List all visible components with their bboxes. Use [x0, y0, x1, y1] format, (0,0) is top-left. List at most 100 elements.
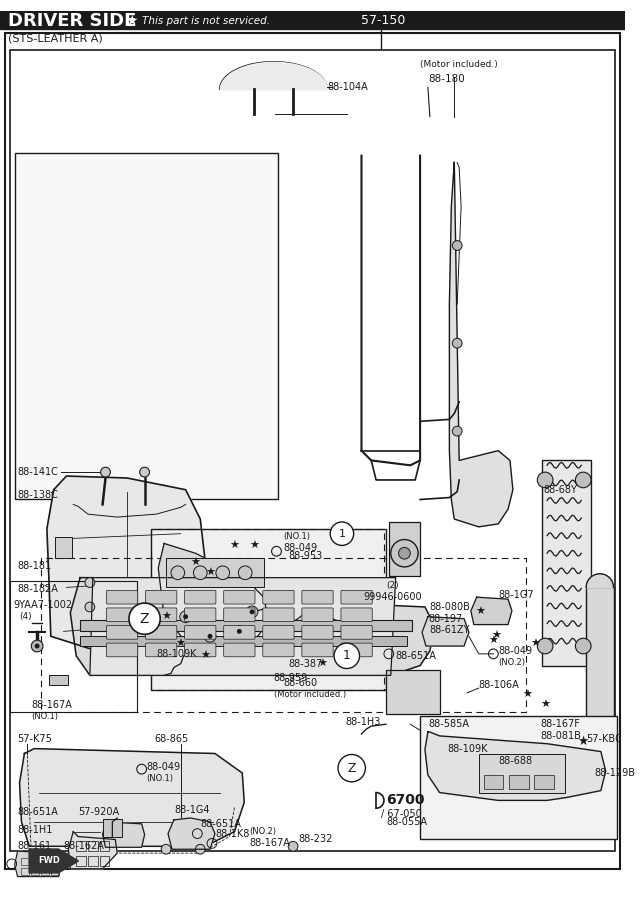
Polygon shape — [449, 163, 513, 526]
Text: 88-953: 88-953 — [288, 551, 323, 562]
Text: 88-1K8: 88-1K8 — [215, 829, 250, 839]
Text: (Motor included.): (Motor included.) — [420, 60, 498, 69]
Bar — [479, 753, 564, 793]
Bar — [509, 775, 529, 788]
Text: ★: ★ — [317, 659, 328, 669]
Circle shape — [334, 644, 360, 669]
Text: ★: ★ — [492, 631, 501, 642]
Text: 88-141C: 88-141C — [17, 467, 58, 477]
Circle shape — [31, 640, 43, 652]
Circle shape — [85, 602, 95, 612]
Bar — [484, 775, 503, 788]
Text: (NO.2): (NO.2) — [249, 827, 276, 836]
FancyBboxPatch shape — [341, 590, 372, 604]
Circle shape — [399, 547, 410, 559]
Text: ★: ★ — [488, 636, 499, 646]
Text: ★: ★ — [200, 651, 210, 661]
Bar — [80, 636, 408, 646]
Text: 88-049: 88-049 — [498, 646, 532, 656]
Bar — [586, 588, 614, 724]
Circle shape — [204, 630, 216, 642]
Circle shape — [575, 472, 591, 488]
Bar — [51, 858, 59, 865]
Circle shape — [391, 540, 418, 567]
Bar — [76, 842, 86, 851]
Bar — [100, 856, 109, 866]
Text: 6700: 6700 — [386, 794, 424, 807]
Text: ★: ★ — [161, 612, 171, 622]
FancyBboxPatch shape — [224, 644, 255, 657]
Circle shape — [234, 626, 245, 637]
Text: 57-150: 57-150 — [362, 14, 406, 27]
FancyBboxPatch shape — [302, 608, 333, 622]
Bar — [542, 461, 591, 666]
Bar — [41, 868, 49, 875]
Text: 88-197: 88-197 — [428, 614, 462, 624]
FancyBboxPatch shape — [341, 644, 372, 657]
Bar — [100, 842, 109, 851]
Text: 88-109K: 88-109K — [156, 649, 197, 659]
FancyBboxPatch shape — [185, 626, 216, 639]
Bar — [31, 868, 39, 875]
Text: (NO.1): (NO.1) — [31, 712, 58, 721]
Bar — [41, 858, 49, 865]
Text: Z: Z — [348, 761, 356, 775]
Text: ★: ★ — [249, 542, 259, 552]
Text: (NO.1): (NO.1) — [284, 532, 310, 541]
Bar — [0, 11, 625, 29]
Text: ★: ★ — [540, 699, 550, 710]
Text: 88-61ZY: 88-61ZY — [430, 626, 470, 635]
Text: (4): (4) — [20, 612, 32, 621]
FancyBboxPatch shape — [263, 644, 294, 657]
Text: 88-049: 88-049 — [284, 544, 317, 554]
Text: 68-865: 68-865 — [154, 734, 189, 743]
Text: 88-68Y: 88-68Y — [543, 485, 577, 495]
Text: 88-959: 88-959 — [273, 673, 308, 683]
Text: (Motor included.): (Motor included.) — [273, 690, 346, 699]
Bar — [534, 775, 554, 788]
Text: 88-232: 88-232 — [298, 834, 332, 844]
Text: 88-104A: 88-104A — [327, 82, 368, 92]
Circle shape — [237, 629, 242, 634]
Circle shape — [180, 611, 191, 623]
Text: 88-182A: 88-182A — [17, 584, 58, 594]
Text: 99946-0600: 99946-0600 — [364, 592, 422, 602]
Bar — [88, 842, 98, 851]
Text: 88-1G7: 88-1G7 — [498, 590, 534, 600]
Circle shape — [452, 240, 462, 250]
Polygon shape — [102, 822, 145, 847]
Circle shape — [250, 609, 255, 615]
FancyBboxPatch shape — [302, 590, 333, 604]
Text: FWD: FWD — [38, 857, 60, 866]
Bar — [102, 819, 122, 836]
Text: 88-387: 88-387 — [288, 659, 323, 669]
FancyBboxPatch shape — [263, 608, 294, 622]
Circle shape — [161, 844, 171, 854]
FancyBboxPatch shape — [341, 626, 372, 639]
FancyBboxPatch shape — [106, 608, 138, 622]
Text: (STS-LEATHER A): (STS-LEATHER A) — [8, 33, 102, 43]
Text: 88-688: 88-688 — [498, 756, 532, 766]
Text: 88-162A: 88-162A — [63, 842, 104, 851]
Text: 57-KB0: 57-KB0 — [586, 734, 621, 743]
Circle shape — [575, 638, 591, 654]
Text: (NO.1): (NO.1) — [147, 774, 173, 783]
Circle shape — [183, 615, 188, 619]
Circle shape — [207, 634, 212, 639]
FancyBboxPatch shape — [302, 626, 333, 639]
Polygon shape — [586, 574, 614, 588]
Text: 88-129B: 88-129B — [594, 768, 635, 778]
Text: ★: ★ — [522, 690, 532, 700]
Text: 88-138C: 88-138C — [17, 490, 58, 500]
Text: 88-1H1: 88-1H1 — [17, 824, 53, 834]
Bar — [389, 522, 420, 576]
Bar — [88, 856, 98, 866]
Polygon shape — [68, 832, 117, 868]
Polygon shape — [90, 578, 396, 675]
Text: ★: ★ — [531, 639, 540, 649]
Text: 88-660: 88-660 — [284, 679, 317, 688]
Text: ★: ★ — [230, 542, 239, 552]
Bar — [80, 620, 412, 632]
Text: 88-651A: 88-651A — [396, 651, 436, 661]
Bar — [31, 858, 39, 865]
